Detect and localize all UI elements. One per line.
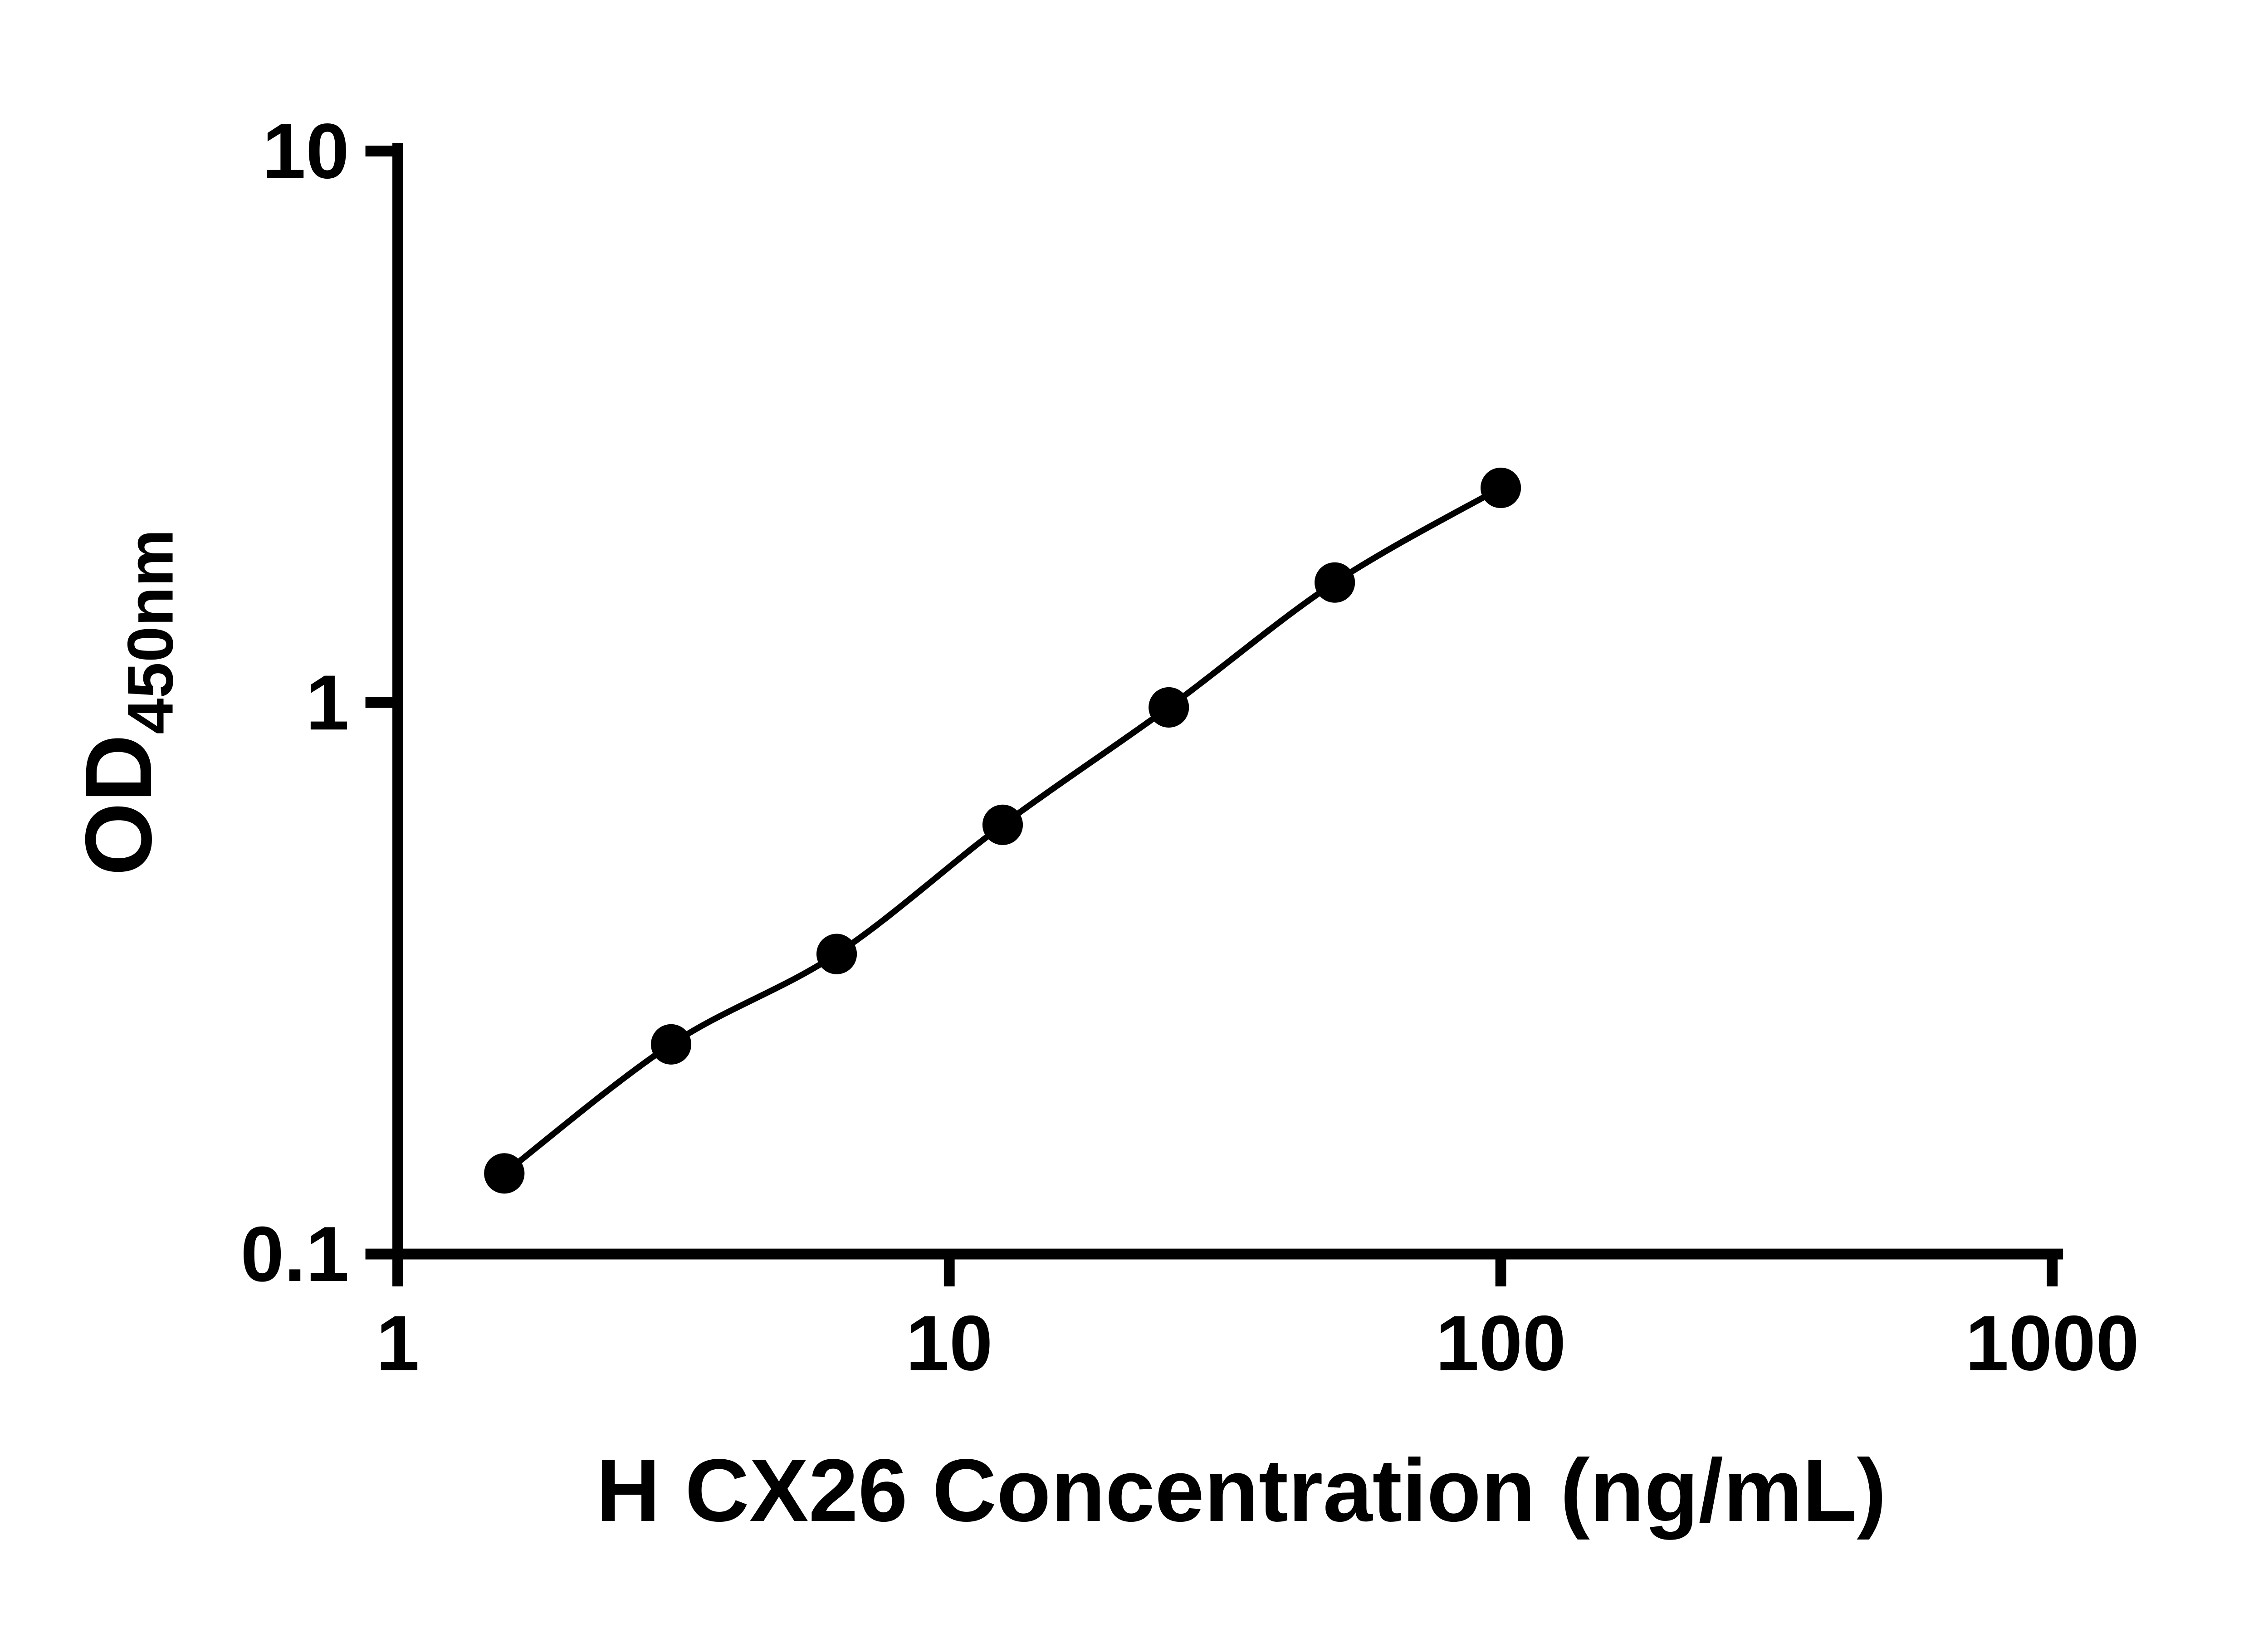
x-tick-label: 1000 [1965, 1299, 2140, 1387]
x-tick-label: 10 [906, 1299, 993, 1387]
y-tick-label: 1 [306, 659, 349, 746]
y-tick-label: 10 [262, 107, 349, 195]
data-point [1149, 687, 1189, 728]
y-axis-title-main: OD [66, 734, 171, 876]
x-tick-label: 1 [376, 1299, 420, 1387]
y-tick-label: 0.1 [240, 1210, 349, 1298]
data-point [1480, 467, 1521, 508]
y-axis-title-subscript: 450nm [115, 529, 187, 734]
data-point [484, 1153, 525, 1194]
x-axis-title: H CX26 Concentration (ng/mL) [596, 1440, 1887, 1540]
data-point [816, 934, 857, 974]
data-point [1315, 562, 1355, 603]
data-point [650, 1024, 692, 1065]
x-tick-label: 100 [1436, 1299, 1566, 1387]
data-point [982, 804, 1023, 845]
y-axis-title: OD450nm [66, 529, 187, 876]
